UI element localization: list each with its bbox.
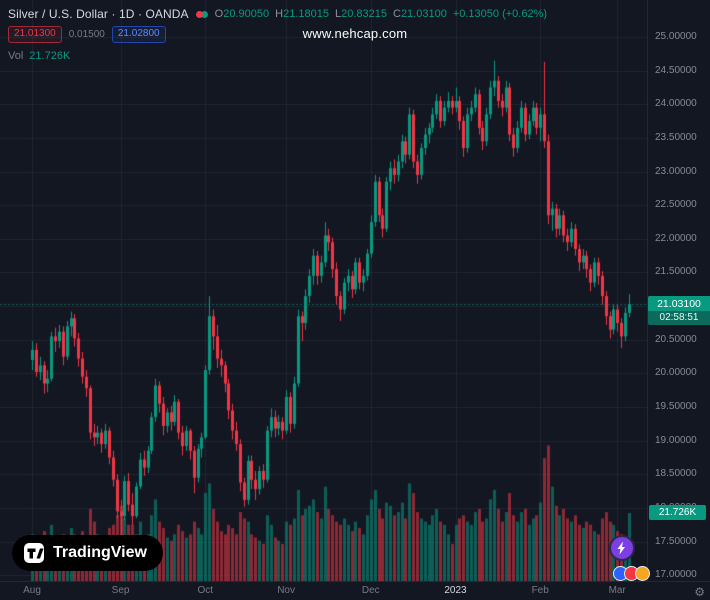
gear-icon: ⚙ [694,585,705,599]
last-price-value: 21.03100 [648,296,710,312]
price-tick-label[interactable]: 24.50000 [655,64,697,76]
time-axis-label[interactable]: Nov [277,585,295,596]
time-axis-label[interactable]: Mar [608,585,626,596]
price-tick-label[interactable]: 20.00000 [655,367,697,379]
tradingview-logo-icon [24,543,44,563]
price-tick-label[interactable]: 22.00000 [655,232,697,244]
boost-button[interactable] [609,535,635,561]
price-tick-label[interactable]: 17.00000 [655,569,697,581]
price-tick-label[interactable]: 20.50000 [655,333,697,345]
price-tick-label[interactable]: 23.50000 [655,131,697,143]
price-tick-label[interactable]: 17.50000 [655,535,697,547]
symbol-title[interactable]: Silver / U.S. Dollar · 1D · OANDA [8,7,189,21]
time-axis-label[interactable]: Dec [361,585,380,596]
time-axis-label[interactable]: Oct [197,585,214,596]
last-price-label: 21.03100 02:58:51 [648,296,710,326]
price-tick-label[interactable]: 18.50000 [655,468,697,480]
volume-indicator-value: 21.726K [29,50,71,62]
low-value: 20.83215 [341,8,387,20]
market-status-icon[interactable] [195,10,208,18]
volume-label: 21.726K [649,504,706,520]
price-tick-label[interactable]: 19.50000 [655,401,697,413]
high-label: H [275,8,284,20]
reaction-yellow-icon [635,566,650,581]
high-value: 21.18015 [283,8,329,20]
tradingview-logo-text: TradingView [53,544,147,561]
time-axis-label[interactable]: Aug [23,585,41,596]
volume-indicator-label[interactable]: Vol [8,50,24,62]
reactions-widget[interactable] [613,566,650,581]
price-tick-label[interactable]: 23.00000 [655,165,697,177]
close-value: 21.03100 [400,8,447,20]
price-tick-label[interactable]: 19.00000 [655,434,697,446]
ohlc-values: O 20.90050 H 21.18015 L 20.83215 C 21.03100 … [215,8,547,20]
bid-price-button[interactable]: 21.01300 [8,26,62,43]
legend: Silver / U.S. Dollar · 1D · OANDA O 20.90… [8,6,547,62]
price-tick-label[interactable]: 22.50000 [655,199,697,211]
close-label: C [392,8,401,20]
price-axis[interactable]: 21.03100 02:58:51 21.726K 25.00000 24.500… [647,0,710,582]
watermark: www.nehcap.com [302,26,408,41]
change-value: +0.13050 (+0.62%) [452,8,548,20]
ask-price-button[interactable]: 21.02800 [111,26,166,43]
time-axis-label[interactable]: Feb [531,585,549,596]
time-axis-label[interactable]: Sep [111,585,130,596]
axis-settings-corner[interactable]: ⚙ [694,585,705,599]
low-label: L [334,8,342,20]
spread-value: 0.01500 [68,29,105,40]
tradingview-logo[interactable]: TradingView [12,535,163,571]
open-label: O [214,8,224,20]
price-tick-label[interactable]: 21.50000 [655,266,697,278]
price-tick-label[interactable]: 24.00000 [655,98,697,110]
countdown-timer: 02:58:51 [648,311,710,326]
time-axis[interactable]: Aug Sep Oct Nov Dec 2023 Feb Mar [0,581,710,600]
lightning-icon [617,541,625,555]
open-value: 20.90050 [223,8,270,20]
price-tick-label[interactable]: 25.00000 [655,31,697,42]
time-axis-label[interactable]: 2023 [444,585,467,596]
chart-canvas[interactable] [0,0,648,582]
